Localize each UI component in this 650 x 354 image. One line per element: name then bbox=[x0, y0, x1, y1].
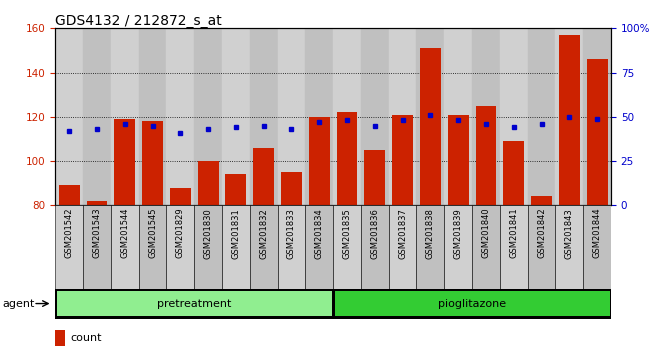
Bar bbox=[559, 35, 580, 354]
Bar bbox=[583, 28, 611, 205]
Bar bbox=[392, 115, 413, 354]
Bar bbox=[222, 28, 250, 205]
Text: GSM201831: GSM201831 bbox=[231, 208, 240, 258]
Bar bbox=[111, 205, 138, 289]
Text: GSM201833: GSM201833 bbox=[287, 208, 296, 259]
Bar bbox=[166, 28, 194, 205]
Text: pretreatment: pretreatment bbox=[157, 298, 231, 309]
Bar bbox=[472, 28, 500, 205]
Bar bbox=[528, 28, 556, 205]
Bar bbox=[142, 121, 163, 354]
Text: GSM201545: GSM201545 bbox=[148, 208, 157, 258]
Text: GSM201840: GSM201840 bbox=[482, 208, 491, 258]
Bar bbox=[389, 28, 417, 205]
Bar bbox=[389, 205, 417, 289]
Bar bbox=[361, 205, 389, 289]
Bar bbox=[194, 28, 222, 205]
Bar bbox=[170, 188, 190, 354]
Text: GSM201835: GSM201835 bbox=[343, 208, 352, 258]
Bar bbox=[448, 115, 469, 354]
Bar bbox=[55, 205, 83, 289]
Bar bbox=[555, 205, 583, 289]
Bar bbox=[138, 205, 166, 289]
Text: GSM201837: GSM201837 bbox=[398, 208, 407, 259]
Bar bbox=[361, 28, 389, 205]
Bar bbox=[531, 196, 552, 354]
Bar bbox=[278, 205, 306, 289]
Text: agent: agent bbox=[3, 298, 35, 309]
Bar bbox=[476, 106, 497, 354]
Text: GSM201829: GSM201829 bbox=[176, 208, 185, 258]
Text: GSM201830: GSM201830 bbox=[203, 208, 213, 258]
Bar bbox=[222, 205, 250, 289]
Text: GSM201843: GSM201843 bbox=[565, 208, 574, 258]
Text: GSM201839: GSM201839 bbox=[454, 208, 463, 258]
Bar bbox=[57, 291, 332, 316]
Bar bbox=[281, 172, 302, 354]
Text: GSM201844: GSM201844 bbox=[593, 208, 602, 258]
Bar bbox=[254, 148, 274, 354]
Bar bbox=[417, 205, 445, 289]
Bar bbox=[555, 28, 583, 205]
Bar bbox=[587, 59, 608, 354]
Text: GSM201543: GSM201543 bbox=[92, 208, 101, 258]
Bar bbox=[335, 291, 610, 316]
Bar bbox=[445, 205, 472, 289]
Bar bbox=[420, 48, 441, 354]
Bar bbox=[55, 330, 65, 346]
Text: count: count bbox=[71, 333, 102, 343]
Bar bbox=[333, 28, 361, 205]
Bar bbox=[83, 205, 111, 289]
Text: GSM201836: GSM201836 bbox=[370, 208, 380, 259]
Bar bbox=[503, 141, 524, 354]
Text: GDS4132 / 212872_s_at: GDS4132 / 212872_s_at bbox=[55, 14, 222, 28]
Text: GSM201842: GSM201842 bbox=[537, 208, 546, 258]
Text: GSM201832: GSM201832 bbox=[259, 208, 268, 258]
Bar bbox=[306, 28, 333, 205]
Bar bbox=[194, 205, 222, 289]
Bar bbox=[111, 28, 138, 205]
Bar bbox=[445, 28, 472, 205]
Bar bbox=[333, 205, 361, 289]
Bar bbox=[472, 205, 500, 289]
Bar bbox=[500, 28, 528, 205]
Bar bbox=[198, 161, 218, 354]
Text: GSM201544: GSM201544 bbox=[120, 208, 129, 258]
Bar bbox=[250, 205, 278, 289]
Bar bbox=[365, 150, 385, 354]
Bar bbox=[250, 28, 278, 205]
Text: pioglitazone: pioglitazone bbox=[438, 298, 506, 309]
Bar bbox=[138, 28, 166, 205]
Bar bbox=[583, 205, 611, 289]
Bar bbox=[337, 113, 358, 354]
Bar bbox=[226, 175, 246, 354]
Text: GSM201838: GSM201838 bbox=[426, 208, 435, 259]
Bar bbox=[306, 205, 333, 289]
Bar bbox=[278, 28, 306, 205]
Bar bbox=[500, 205, 528, 289]
Bar bbox=[86, 201, 107, 354]
Bar bbox=[55, 28, 83, 205]
Bar bbox=[114, 119, 135, 354]
Bar bbox=[83, 28, 111, 205]
Text: GSM201542: GSM201542 bbox=[64, 208, 73, 258]
Text: GSM201841: GSM201841 bbox=[509, 208, 518, 258]
Bar bbox=[309, 117, 330, 354]
Bar bbox=[417, 28, 445, 205]
Bar bbox=[58, 185, 79, 354]
Text: GSM201834: GSM201834 bbox=[315, 208, 324, 258]
Bar bbox=[528, 205, 556, 289]
Bar bbox=[166, 205, 194, 289]
